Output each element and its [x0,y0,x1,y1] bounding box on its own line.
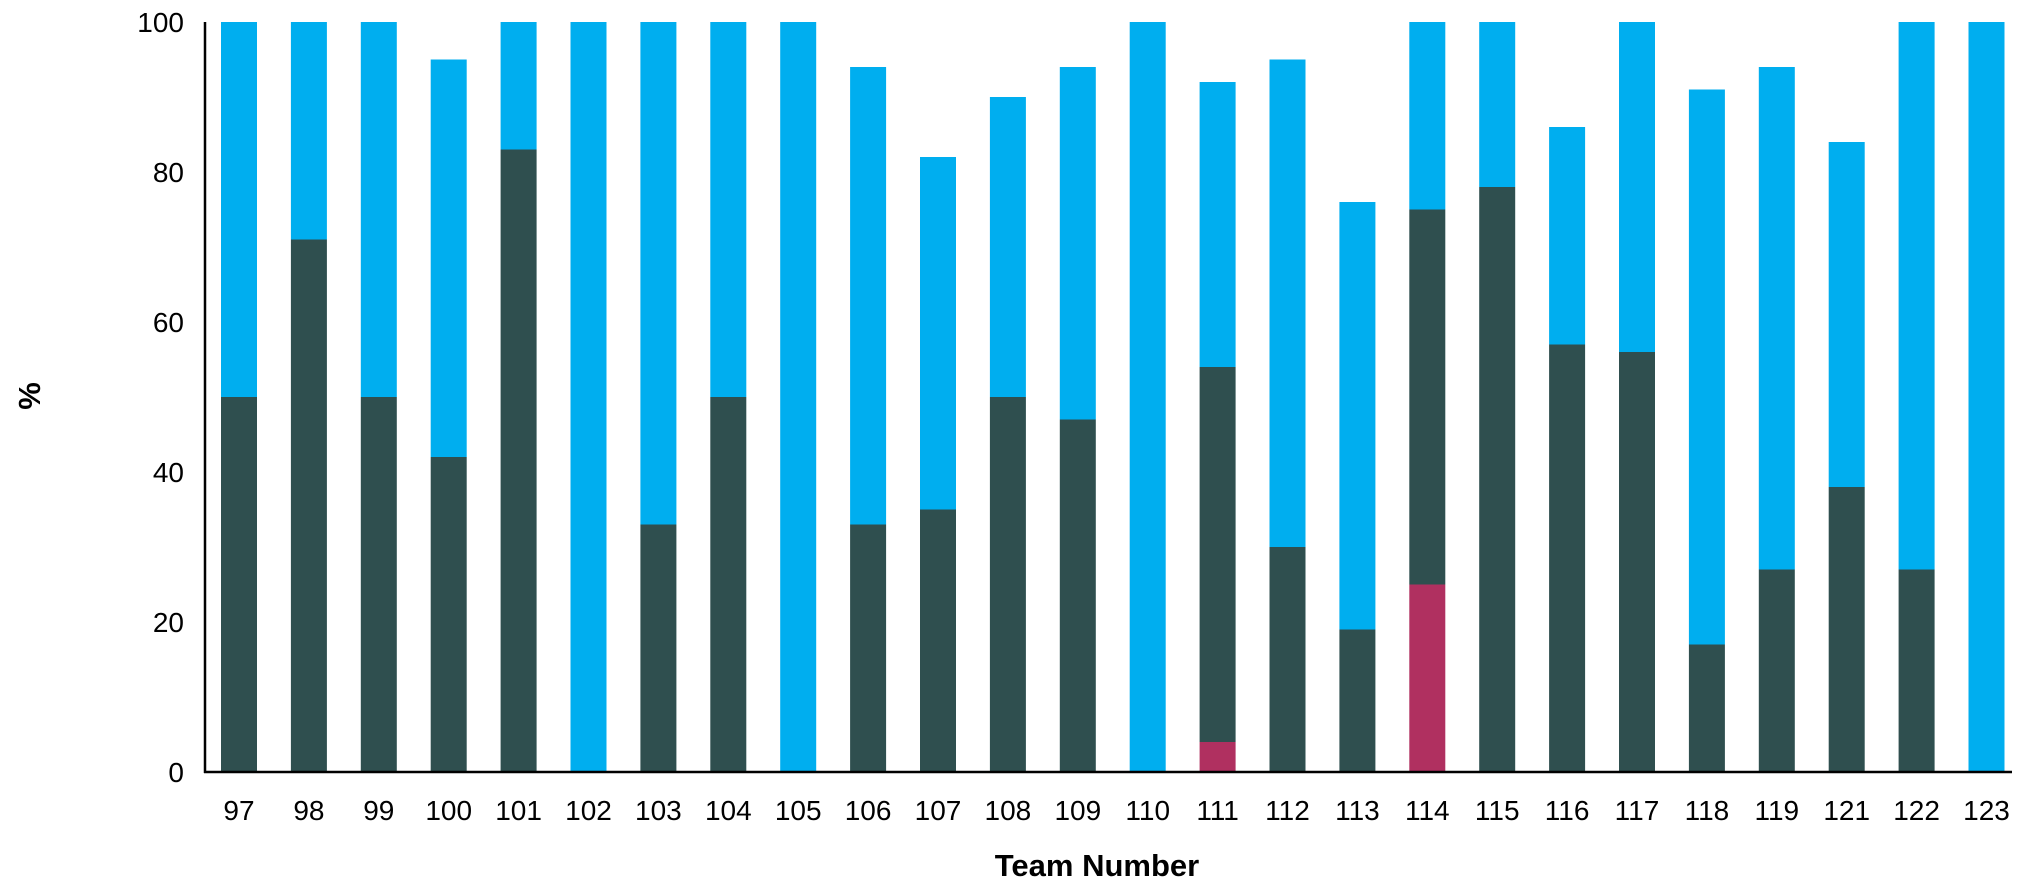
bar-segment [1409,209,1446,585]
bar-segment [221,22,257,397]
bar-segment [640,22,677,525]
bar-segment [989,97,1026,397]
x-tick-label: 122 [1893,795,1940,826]
bar-segment [290,22,327,240]
x-tick-label: 103 [635,795,682,826]
y-tick-label: 0 [168,757,184,788]
y-axis-title: % [12,382,47,410]
bar-segment [1619,352,1655,772]
y-tick-label: 40 [153,457,184,488]
bar-segment [1339,202,1376,630]
bar-segment [290,239,327,772]
x-tick-label: 119 [1754,795,1799,826]
bar-segment [500,149,537,772]
bar-segment [1479,22,1516,187]
y-tick-labels: 0 20 40 60 80 100 [137,7,184,788]
x-tick-label: 98 [293,795,324,826]
bar-segment [1059,419,1096,772]
bar-segment [920,509,956,772]
bar-segment [850,524,887,772]
x-tick-label: 108 [985,795,1032,826]
x-tick-label: 111 [1196,795,1239,826]
bar-segment [430,59,467,457]
x-tick-label: 105 [775,795,822,826]
bar-segment [430,457,467,772]
bar-segment [710,397,747,772]
bar-segment [1619,22,1655,352]
x-tick-label: 101 [495,795,542,826]
bar-segment [1199,742,1236,772]
x-tick-labels: 97 98 99 100 101 102 103 104 105 106 107 108 109 110 1… [223,795,2009,826]
bars-layer [221,22,2005,772]
x-tick-label: 117 [1615,795,1660,826]
bar-segment [1199,82,1236,367]
bar-segment [1059,67,1096,420]
bar-segment [1968,22,2005,772]
x-tick-label: 114 [1405,795,1450,826]
bar-segment [1898,22,1935,570]
bar-segment [1828,142,1865,487]
bar-segment [221,397,257,772]
x-tick-label: 99 [363,795,394,826]
x-tick-label: 110 [1125,795,1170,826]
bar-segment [1758,569,1795,772]
x-tick-label: 102 [565,795,612,826]
bar-segment [360,397,397,772]
bar-segment [780,22,817,772]
bar-segment [1199,367,1236,742]
bar-segment [570,22,607,772]
bar-segment [640,524,677,772]
x-tick-label: 116 [1545,795,1590,826]
x-tick-label: 118 [1685,795,1730,826]
x-tick-label: 106 [845,795,892,826]
bar-segment [1129,22,1166,772]
bar-segment [1409,22,1446,210]
x-tick-label: 115 [1475,795,1520,826]
bar-segment [1269,547,1306,772]
bar-segment [1898,569,1935,772]
bar-segment [1828,487,1865,772]
bar-segment [710,22,747,397]
bar-segment [1339,629,1376,772]
y-tick-label: 100 [137,7,184,38]
bar-segment [500,22,537,150]
bar-segment [920,157,956,510]
x-tick-label: 112 [1265,795,1310,826]
x-tick-label: 104 [705,795,752,826]
x-tick-label: 109 [1054,795,1101,826]
bar-segment [1409,584,1446,772]
y-tick-label: 60 [153,307,184,338]
bar-segment [850,67,887,525]
y-tick-label: 80 [153,157,184,188]
x-tick-label: 100 [425,795,472,826]
x-tick-label: 97 [223,795,254,826]
bar-segment [1688,644,1725,772]
bar-segment [1688,89,1725,645]
bar-segment [1758,67,1795,570]
x-axis-title: Team Number [995,848,1199,880]
x-tick-label: 123 [1963,795,2010,826]
bar-segment [1479,187,1516,772]
bar-segment [1269,59,1306,547]
bar-segment [989,397,1026,772]
y-tick-label: 20 [153,607,184,638]
bar-segment [1549,127,1586,345]
x-tick-label: 121 [1823,795,1870,826]
x-tick-label: 113 [1335,795,1380,826]
x-tick-label: 107 [915,795,962,826]
bar-segment [360,22,397,397]
bar-segment [1549,344,1586,772]
